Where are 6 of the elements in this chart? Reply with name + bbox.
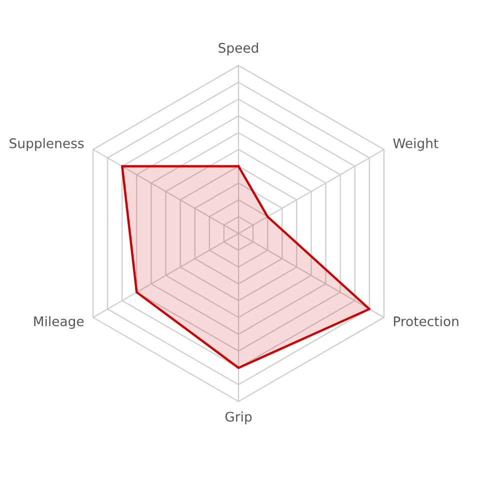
spoke-label: Speed bbox=[218, 42, 258, 56]
spoke-label: Mileage bbox=[34, 316, 84, 329]
spoke-label: Grip bbox=[225, 411, 252, 424]
spoke-label: Suppleness bbox=[10, 138, 84, 151]
spoke-label: Weight bbox=[393, 138, 438, 151]
spoke-label: Protection bbox=[394, 316, 458, 326]
